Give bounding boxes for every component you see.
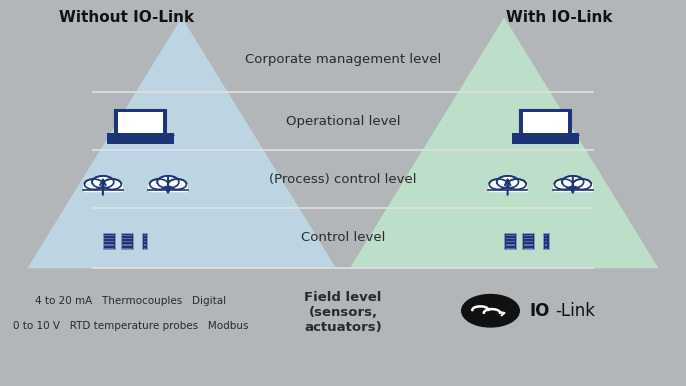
FancyBboxPatch shape: [115, 110, 166, 135]
Circle shape: [462, 295, 519, 327]
Bar: [523, 235, 533, 236]
Circle shape: [554, 179, 573, 190]
Bar: [523, 244, 533, 245]
Text: Operational level: Operational level: [286, 115, 400, 128]
Bar: [104, 241, 114, 242]
Circle shape: [489, 179, 508, 190]
Bar: [148, 184, 188, 191]
Bar: [143, 248, 146, 249]
Bar: [545, 248, 547, 249]
FancyBboxPatch shape: [512, 133, 579, 144]
Circle shape: [150, 179, 168, 190]
Circle shape: [92, 176, 114, 188]
Bar: [545, 235, 547, 236]
Bar: [545, 241, 547, 242]
Bar: [506, 244, 515, 245]
Bar: [506, 248, 515, 249]
Bar: [488, 190, 527, 191]
Bar: [554, 190, 592, 191]
Text: (Process) control level: (Process) control level: [269, 173, 417, 186]
Bar: [506, 235, 515, 236]
Bar: [522, 233, 534, 249]
Circle shape: [497, 176, 519, 188]
Text: Corporate management level: Corporate management level: [245, 53, 441, 66]
Bar: [122, 244, 132, 245]
Bar: [104, 244, 114, 245]
Bar: [543, 233, 549, 249]
FancyBboxPatch shape: [520, 110, 571, 135]
Bar: [143, 241, 146, 242]
Circle shape: [103, 179, 121, 190]
FancyBboxPatch shape: [523, 112, 568, 133]
Circle shape: [508, 179, 526, 190]
Bar: [553, 184, 593, 191]
Circle shape: [562, 176, 584, 188]
Text: Control level: Control level: [301, 231, 385, 244]
Bar: [523, 238, 533, 239]
Circle shape: [157, 176, 179, 188]
Bar: [523, 248, 533, 249]
Bar: [506, 238, 515, 239]
Polygon shape: [27, 17, 336, 268]
Bar: [84, 190, 122, 191]
Bar: [104, 248, 114, 249]
FancyBboxPatch shape: [118, 112, 163, 133]
Bar: [104, 238, 114, 239]
Text: 4 to 20 mA   Thermocouples   Digital: 4 to 20 mA Thermocouples Digital: [35, 296, 226, 306]
Bar: [142, 233, 147, 249]
Bar: [122, 248, 132, 249]
Bar: [545, 238, 547, 239]
Bar: [506, 241, 515, 242]
Text: -Link: -Link: [556, 302, 595, 320]
Text: Without IO-Link: Without IO-Link: [60, 10, 194, 25]
Bar: [488, 184, 528, 191]
Text: IO: IO: [530, 302, 549, 320]
Bar: [523, 241, 533, 242]
Circle shape: [84, 179, 103, 190]
Bar: [83, 184, 123, 191]
FancyBboxPatch shape: [107, 133, 174, 144]
Bar: [122, 241, 132, 242]
Bar: [143, 235, 146, 236]
Circle shape: [168, 179, 187, 190]
Bar: [104, 235, 114, 236]
Bar: [121, 233, 133, 249]
Bar: [122, 235, 132, 236]
Polygon shape: [350, 17, 659, 268]
Bar: [545, 244, 547, 245]
Bar: [143, 244, 146, 245]
Bar: [122, 238, 132, 239]
Bar: [143, 238, 146, 239]
Bar: [103, 233, 115, 249]
Bar: [149, 190, 187, 191]
Text: Field level
(sensors,
actuators): Field level (sensors, actuators): [304, 291, 382, 334]
Circle shape: [573, 179, 591, 190]
Bar: [504, 233, 517, 249]
Text: 0 to 10 V   RTD temperature probes   Modbus: 0 to 10 V RTD temperature probes Modbus: [12, 321, 248, 331]
Text: With IO-Link: With IO-Link: [506, 10, 613, 25]
